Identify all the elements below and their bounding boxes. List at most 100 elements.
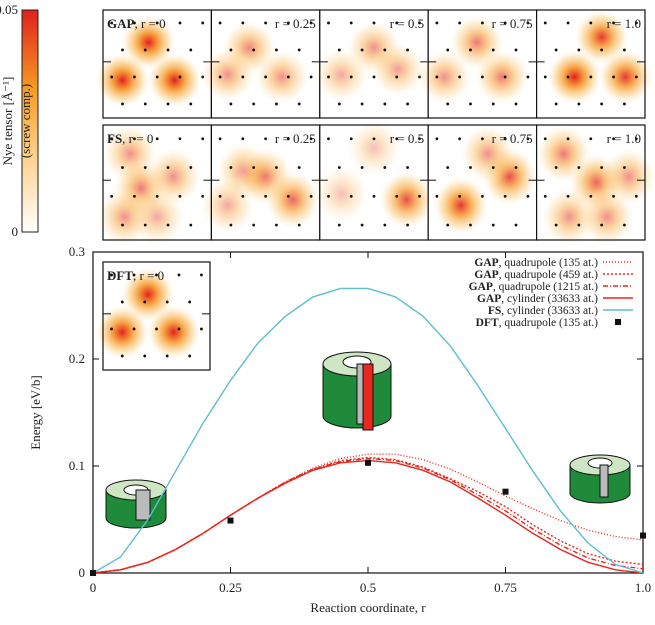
- atom-dot: [418, 194, 421, 198]
- atom-dot: [543, 194, 547, 198]
- atom-dot: [143, 354, 147, 358]
- atom-dot: [143, 223, 147, 227]
- atom-dot: [201, 137, 205, 141]
- atom-dot: [554, 166, 558, 169]
- atom-dot: [543, 137, 547, 141]
- atom-dot: [623, 102, 626, 106]
- atom-dot: [327, 194, 330, 198]
- heatmap-panel: r = 1.0: [535, 123, 655, 247]
- heatmap-panel: r = 0.25: [199, 9, 321, 119]
- heatmap-panel: FS, r = 0: [96, 123, 213, 247]
- atom-dot: [360, 166, 364, 169]
- panel-frame: [102, 261, 211, 371]
- heat-blob: [432, 175, 489, 236]
- heat-blob: [345, 118, 403, 178]
- heat-blob: [145, 304, 202, 361]
- atom-dot: [383, 102, 387, 106]
- heat-blob: [94, 304, 151, 361]
- atom-dot: [435, 194, 439, 198]
- atom-dot: [491, 48, 495, 52]
- heatmap-panel: r = 0.5: [313, 9, 429, 119]
- atom-dot: [297, 223, 301, 227]
- panel-r: r = 0.5: [390, 16, 424, 31]
- atom-dot: [275, 223, 278, 227]
- atom-dot: [360, 223, 364, 227]
- atom-dot: [446, 223, 450, 227]
- heat-blob: [378, 169, 435, 230]
- y-tick-label: 0: [79, 565, 86, 580]
- panel-r: , r = 0: [134, 16, 165, 31]
- atom-dot: [121, 223, 124, 227]
- atom-dot: [110, 137, 114, 141]
- atom-dot: [177, 327, 181, 331]
- y-tick-label: 0.1: [69, 458, 85, 473]
- heat-blob: [199, 46, 256, 103]
- atom-dot: [188, 354, 192, 358]
- x-axis-label: Reaction coordinate, r: [310, 600, 426, 615]
- atom-dot: [286, 21, 290, 25]
- cylinder-icon: [322, 351, 392, 431]
- atom-dot: [418, 21, 421, 25]
- atom-dot: [252, 48, 256, 52]
- atom-dot: [566, 194, 570, 198]
- x-tick-label: 1.0: [635, 580, 651, 595]
- atom-dot: [566, 21, 570, 25]
- atom-dot: [178, 194, 182, 198]
- atom-dot: [503, 75, 507, 79]
- atom-dot: [252, 102, 256, 106]
- panel-label: r = 1.0: [607, 16, 641, 31]
- panel-label: FS, r = 0: [107, 131, 153, 146]
- atom-dot: [554, 102, 558, 106]
- atom-dot: [166, 223, 170, 227]
- atom-dot: [372, 75, 376, 79]
- panel-label: GAP, r = 0: [107, 16, 166, 31]
- atom-dot: [577, 102, 581, 106]
- atom-dot: [383, 166, 387, 169]
- atom-dot: [121, 48, 124, 52]
- atom-dot: [600, 102, 604, 106]
- atom-dot: [446, 102, 450, 106]
- panel-r: r = 1.0: [607, 131, 641, 146]
- legend-label: GAP, cylinder (33633 at.): [477, 293, 598, 305]
- heat-blob: [546, 48, 603, 106]
- panel-method: FS: [107, 131, 122, 146]
- panel-r: , r = 0: [122, 131, 153, 146]
- atom-dot: [634, 194, 638, 198]
- atom-dot: [200, 273, 203, 277]
- atom-dot: [372, 21, 376, 25]
- panel-label: r = 0.5: [390, 131, 424, 146]
- atom-dot: [481, 194, 484, 198]
- colorbar-label: (screw comp.): [18, 84, 33, 158]
- atom-dot: [566, 137, 570, 141]
- atom-dot: [469, 166, 472, 169]
- cylinder-icon: [569, 454, 631, 504]
- atom-dot: [589, 75, 593, 79]
- legend-label: GAP, quadrupole (135 at.): [474, 257, 598, 269]
- atom-dot: [514, 102, 518, 106]
- atom-dot: [383, 223, 387, 227]
- atom-dot: [526, 21, 530, 25]
- atom-dot: [110, 194, 114, 198]
- atom-dot: [589, 21, 593, 25]
- atom-dot: [110, 21, 114, 25]
- x-tick-label: 0.75: [494, 580, 517, 595]
- atom-dot: [110, 273, 113, 277]
- atom-dot: [155, 21, 159, 25]
- panel-r: , r = 0: [133, 268, 164, 283]
- atom-dot: [526, 75, 530, 79]
- atom-dot: [327, 75, 330, 79]
- atom-dot: [177, 273, 181, 277]
- atom-dot: [133, 21, 136, 25]
- atom-dot: [458, 21, 462, 25]
- atom-dot: [155, 75, 159, 79]
- atom-dot: [458, 75, 462, 79]
- atom-dot: [143, 300, 147, 304]
- panel-label: r = 0.25: [275, 131, 316, 146]
- colorbar-tick-label: 0: [12, 224, 19, 239]
- series-line: [93, 457, 643, 573]
- atom-dot: [503, 21, 507, 25]
- atom-dot: [201, 21, 205, 25]
- atom-dot: [218, 194, 222, 198]
- panel-method: DFT: [107, 268, 133, 283]
- x-tick-label: 0.5: [360, 580, 376, 595]
